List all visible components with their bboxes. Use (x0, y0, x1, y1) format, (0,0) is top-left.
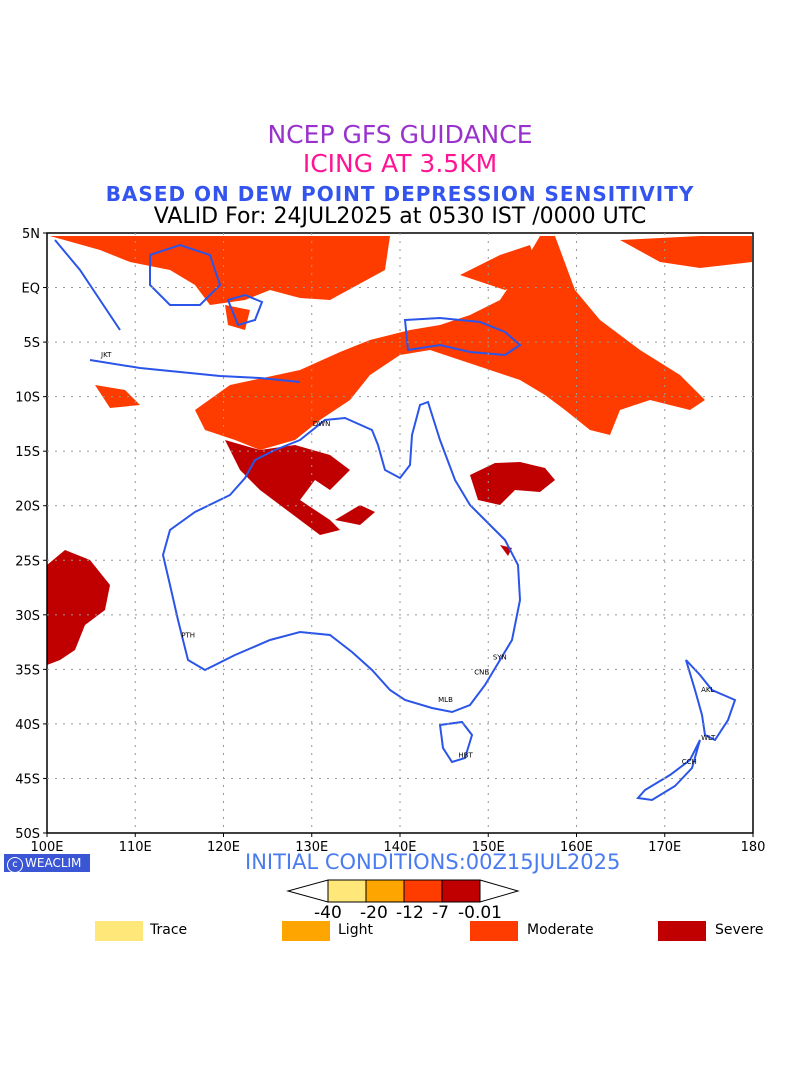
city-labels: JKT DWN PTH SYN CNB MLB HBT AKL WLT CCH (100, 351, 716, 766)
valid-time: VALID For: 24JUL2025 at 0530 IST /0000 U… (153, 204, 647, 229)
borneo-coast (149, 243, 222, 306)
initial-conditions: INITIAL CONDITIONS:00Z15JUL2025 (245, 850, 621, 874)
nz-north-island (685, 659, 737, 742)
graticule (47, 233, 753, 833)
city-label-syn: SYN (493, 653, 507, 661)
city-label-cch: CCH (682, 758, 697, 766)
city-label-wlt: WLT (701, 734, 716, 742)
lon-tick-label: 170E (648, 840, 681, 855)
city-label-mlb: MLB (438, 696, 453, 704)
legend-swatch-trace (95, 921, 143, 941)
lat-tick-label: 20S (15, 500, 40, 515)
colorbar-label-1: -40 (314, 903, 342, 923)
lat-tick-label: 35S (15, 663, 40, 678)
colorbar-label-3: -12 (396, 903, 424, 923)
lat-tick-label: EQ (22, 282, 40, 297)
lat-tick-label: 15S (15, 445, 40, 460)
city-label-cnb: CNB (474, 669, 489, 677)
city-label-akl: AKL (701, 686, 714, 694)
lat-tick-label: 40S (15, 718, 40, 733)
lat-tick-label: 10S (15, 391, 40, 406)
lon-tick-label: 180 (741, 840, 766, 855)
legend-label-light: Light (338, 922, 373, 938)
colorbar-moderate (403, 879, 443, 903)
lat-tick-label: 30S (15, 609, 40, 624)
copyright-icon: c (7, 857, 23, 873)
lon-tick-label: 140E (383, 840, 416, 855)
city-label-dwn: DWN (313, 420, 331, 428)
colorbar-right-arrow (479, 879, 520, 903)
legend-swatch-severe (658, 921, 706, 941)
legend-swatch-light (282, 921, 330, 941)
colorbar-label-2: -20 (360, 903, 388, 923)
lon-tick-label: 120E (207, 840, 240, 855)
city-label-hbt: HBT (458, 752, 473, 760)
title-line-3: BASED ON DEW POINT DEPRESSION SENSITIVIT… (105, 182, 695, 206)
legend-label-trace: Trace (150, 922, 188, 938)
colorbar-label-5: -0.01 (458, 903, 502, 923)
severe-icing-areas (47, 440, 555, 665)
new-guinea-coast (403, 316, 522, 357)
moderate-icing-areas (50, 236, 752, 450)
lat-tick-label: 5N (22, 227, 40, 242)
city-label-jkt: JKT (100, 351, 112, 359)
title-line-1: NCEP GFS GUIDANCE (267, 120, 533, 149)
lat-tick-label: 45S (15, 772, 40, 787)
indonesia-coast (54, 239, 301, 383)
badge-label: WEACLIM (25, 856, 82, 870)
city-label-pth: PTH (181, 632, 195, 640)
lon-tick-label: 100E (30, 840, 63, 855)
coastlines (54, 239, 737, 802)
longitude-ticks: 100E 110E 120E 130E 140E 150E 160E 170E 180 (30, 833, 765, 855)
colorbar-light (365, 879, 405, 903)
latitude-ticks: 5N EQ 5S 10S 15S 20S 25S 30S 35S 40S 45S 50S (15, 227, 47, 842)
colorbar (286, 879, 520, 903)
lon-tick-label: 150E (472, 840, 505, 855)
lon-tick-label: 110E (119, 840, 152, 855)
australia-coast (161, 400, 522, 714)
colorbar-left-arrow (286, 879, 329, 903)
legend-label-severe: Severe (715, 922, 764, 938)
colorbar-label-4: -7 (432, 903, 449, 923)
legend-swatch-moderate (470, 921, 518, 941)
title-line-2: ICING AT 3.5KM (302, 149, 498, 178)
lon-tick-label: 160E (560, 840, 593, 855)
lon-tick-label: 130E (295, 840, 328, 855)
nz-south-island (636, 739, 701, 802)
legend-label-moderate: Moderate (527, 922, 594, 938)
colorbar-trace (327, 879, 367, 903)
lat-tick-label: 25S (15, 554, 40, 569)
tasmania-coast (438, 720, 474, 764)
weaclim-badge: c WEACLIM (4, 854, 90, 873)
lat-tick-label: 50S (15, 827, 40, 842)
lat-tick-label: 5S (23, 336, 40, 351)
colorbar-severe (441, 879, 481, 903)
